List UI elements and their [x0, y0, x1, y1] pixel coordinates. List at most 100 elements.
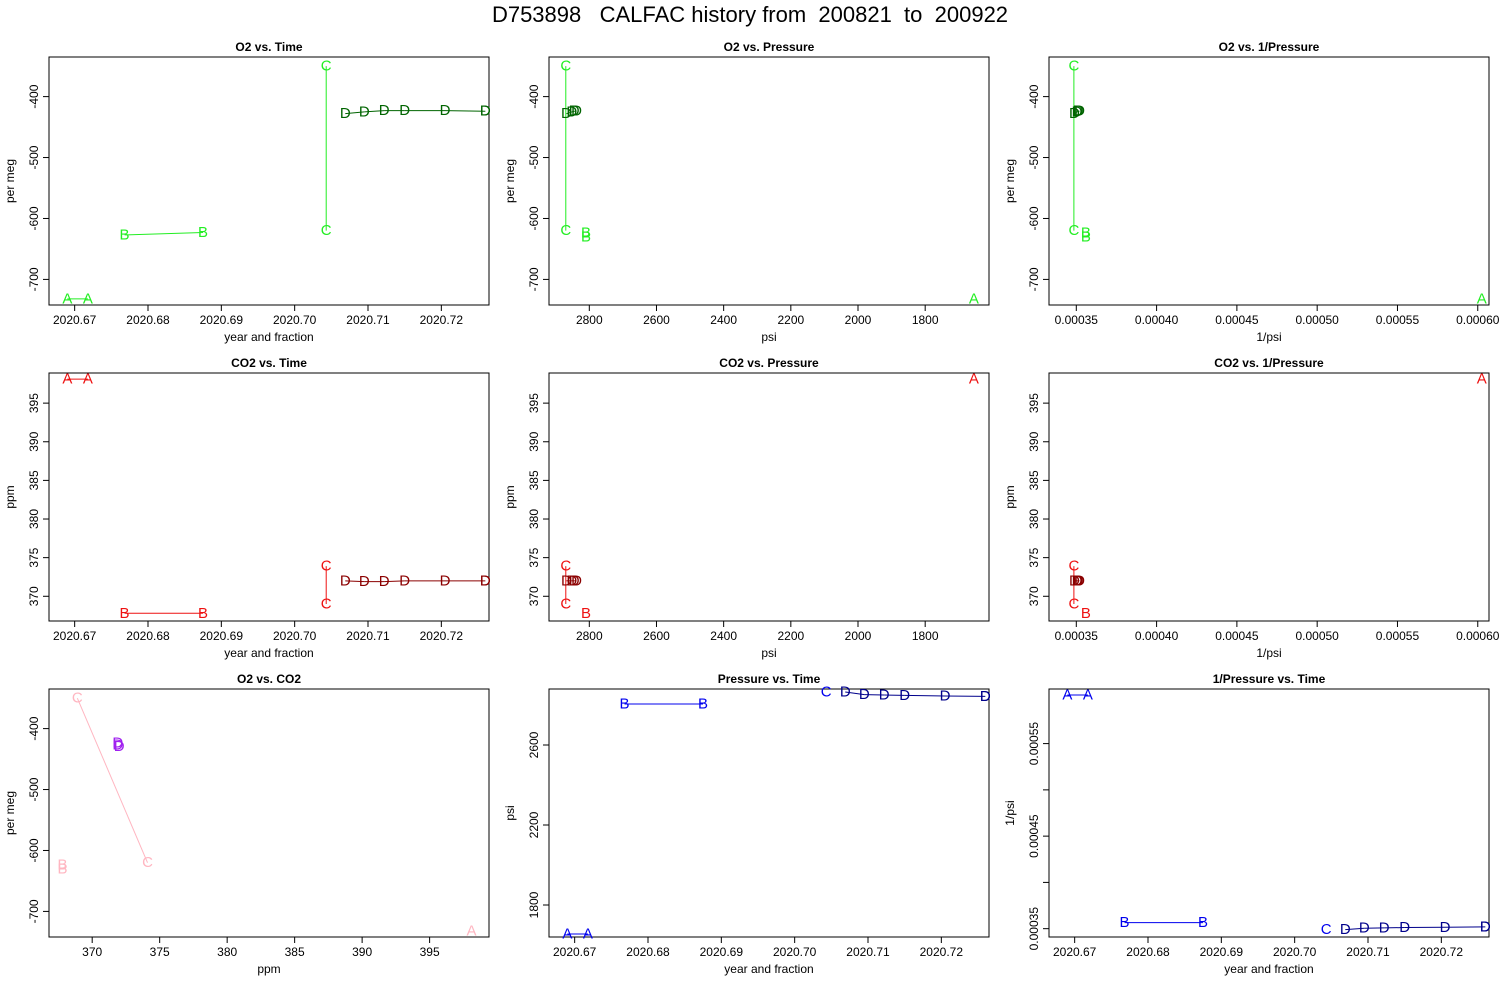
data-point: D [879, 687, 890, 704]
y-tick-label: -400 [27, 84, 41, 108]
x-tick-label: 2020.70 [1273, 945, 1317, 959]
data-point: C [72, 690, 83, 707]
chart-title: CO2 vs. Pressure [719, 356, 819, 370]
x-tick-label: 2020.71 [346, 629, 390, 643]
data-point: D [340, 105, 351, 122]
data-point: C [560, 58, 571, 75]
y-tick-label: 395 [27, 393, 41, 413]
series-line [364, 110, 385, 113]
x-tick-label: 2020.67 [1053, 945, 1097, 959]
data-point: C [321, 222, 332, 239]
data-point: A [62, 371, 72, 388]
y-tick-label: 380 [27, 509, 41, 529]
x-tick-label: 2020.72 [420, 629, 464, 643]
data-point: D [340, 572, 351, 589]
series-line [571, 110, 575, 113]
data-point: C [142, 854, 153, 871]
co2-vs-time-chart: CO2 vs. Time 2020.67 2020.68 2020.69 2020.70… [3, 356, 491, 660]
x-tick-label: 0.00050 [1295, 313, 1339, 327]
y-tick-label: -700 [27, 267, 41, 291]
y-tick-label: 390 [527, 431, 541, 451]
plot-frame [548, 688, 990, 938]
y-tick-label: 1800 [527, 891, 541, 918]
y-tick-label: 385 [527, 470, 541, 490]
data-point: D [112, 735, 123, 752]
data-point: B [198, 224, 208, 241]
plot-frame [48, 688, 490, 938]
y-tick-label: 2200 [527, 811, 541, 838]
x-axis-label: psi [761, 646, 776, 660]
data-point: C [1068, 58, 1079, 75]
y-tick-label: -400 [1027, 84, 1041, 108]
data-point: D [980, 688, 991, 705]
x-tick-label: 2020.67 [53, 629, 97, 643]
plot-frame [48, 372, 490, 622]
y-tick-label: -700 [27, 899, 41, 923]
x-tick-label: 2400 [710, 629, 737, 643]
data-point: B [698, 696, 708, 713]
co2-vs-inverse-pressure-chart: CO2 vs. 1/Pressure 0.00035 0.00040 0.00045 0… [1003, 356, 1500, 660]
data-point: A [83, 371, 93, 388]
x-tick-label: 2020.69 [700, 945, 744, 959]
x-tick-label: 2400 [710, 313, 737, 327]
data-point: C [560, 558, 571, 575]
series-line [345, 111, 365, 115]
x-axis-label: 1/psi [1256, 330, 1281, 344]
data-point: D [561, 105, 572, 122]
x-tick-label: 2000 [845, 629, 872, 643]
data-point: D [566, 572, 577, 589]
y-axis-label: per meg [503, 159, 517, 203]
chart-title: O2 vs. 1/Pressure [1219, 40, 1320, 54]
data-point: C [1068, 222, 1079, 239]
data-point: D [566, 103, 577, 120]
data-point: C [560, 596, 571, 613]
data-point: B [1081, 225, 1091, 242]
x-tick-label: 2800 [576, 629, 603, 643]
data-point: C [821, 684, 832, 701]
series-line [566, 111, 573, 115]
series-line [1074, 111, 1078, 115]
data-point: D [114, 738, 125, 755]
x-tick-label: 2020.68 [626, 945, 670, 959]
series-line [76, 697, 148, 863]
y-axis-label: per meg [1003, 159, 1017, 203]
y-tick-label: 0.00035 [1027, 907, 1041, 951]
y-axis-label: per meg [3, 159, 17, 203]
x-tick-label: 0.00055 [1376, 313, 1420, 327]
y-tick-label: 0.00055 [1027, 722, 1041, 766]
x-tick-label: 2200 [777, 629, 804, 643]
y-tick-label: 380 [1027, 509, 1041, 529]
x-tick-label: 2600 [643, 313, 670, 327]
data-point: C [560, 222, 571, 239]
data-point: B [620, 696, 630, 713]
data-point: C [321, 58, 332, 75]
x-tick-label: 0.00040 [1135, 629, 1179, 643]
x-tick-label: 2020.71 [846, 945, 890, 959]
data-point: D [569, 572, 580, 589]
data-point: B [198, 605, 208, 622]
data-point: B [581, 228, 591, 245]
y-tick-label: -600 [27, 206, 41, 230]
x-tick-label: 0.00060 [1456, 629, 1500, 643]
x-tick-label: 2020.72 [1420, 945, 1464, 959]
x-tick-label: 2200 [777, 313, 804, 327]
y-tick-label: 385 [27, 470, 41, 490]
data-point: D [480, 572, 491, 589]
x-axis-label: 1/psi [1256, 646, 1281, 660]
x-tick-label: 0.00045 [1215, 629, 1259, 643]
y-tick-label: 375 [1027, 547, 1041, 567]
x-tick-label: 2020.68 [126, 629, 170, 643]
x-axis-label: year and fraction [224, 330, 313, 344]
data-point: D [899, 687, 910, 704]
data-point: B [1081, 228, 1091, 245]
x-tick-label: 2800 [576, 313, 603, 327]
data-point: C [1068, 596, 1079, 613]
x-tick-label: 2000 [845, 313, 872, 327]
series-line [1345, 927, 1365, 931]
y-axis-label: ppm [3, 485, 17, 508]
data-point: A [1062, 687, 1072, 704]
data-point: D [571, 103, 582, 120]
data-point: D [112, 737, 123, 754]
data-point: B [57, 857, 67, 874]
o2-vs-co2-chart: O2 vs. CO2 370 375 380 385 390 395 -400 -500 -600… [3, 672, 490, 976]
